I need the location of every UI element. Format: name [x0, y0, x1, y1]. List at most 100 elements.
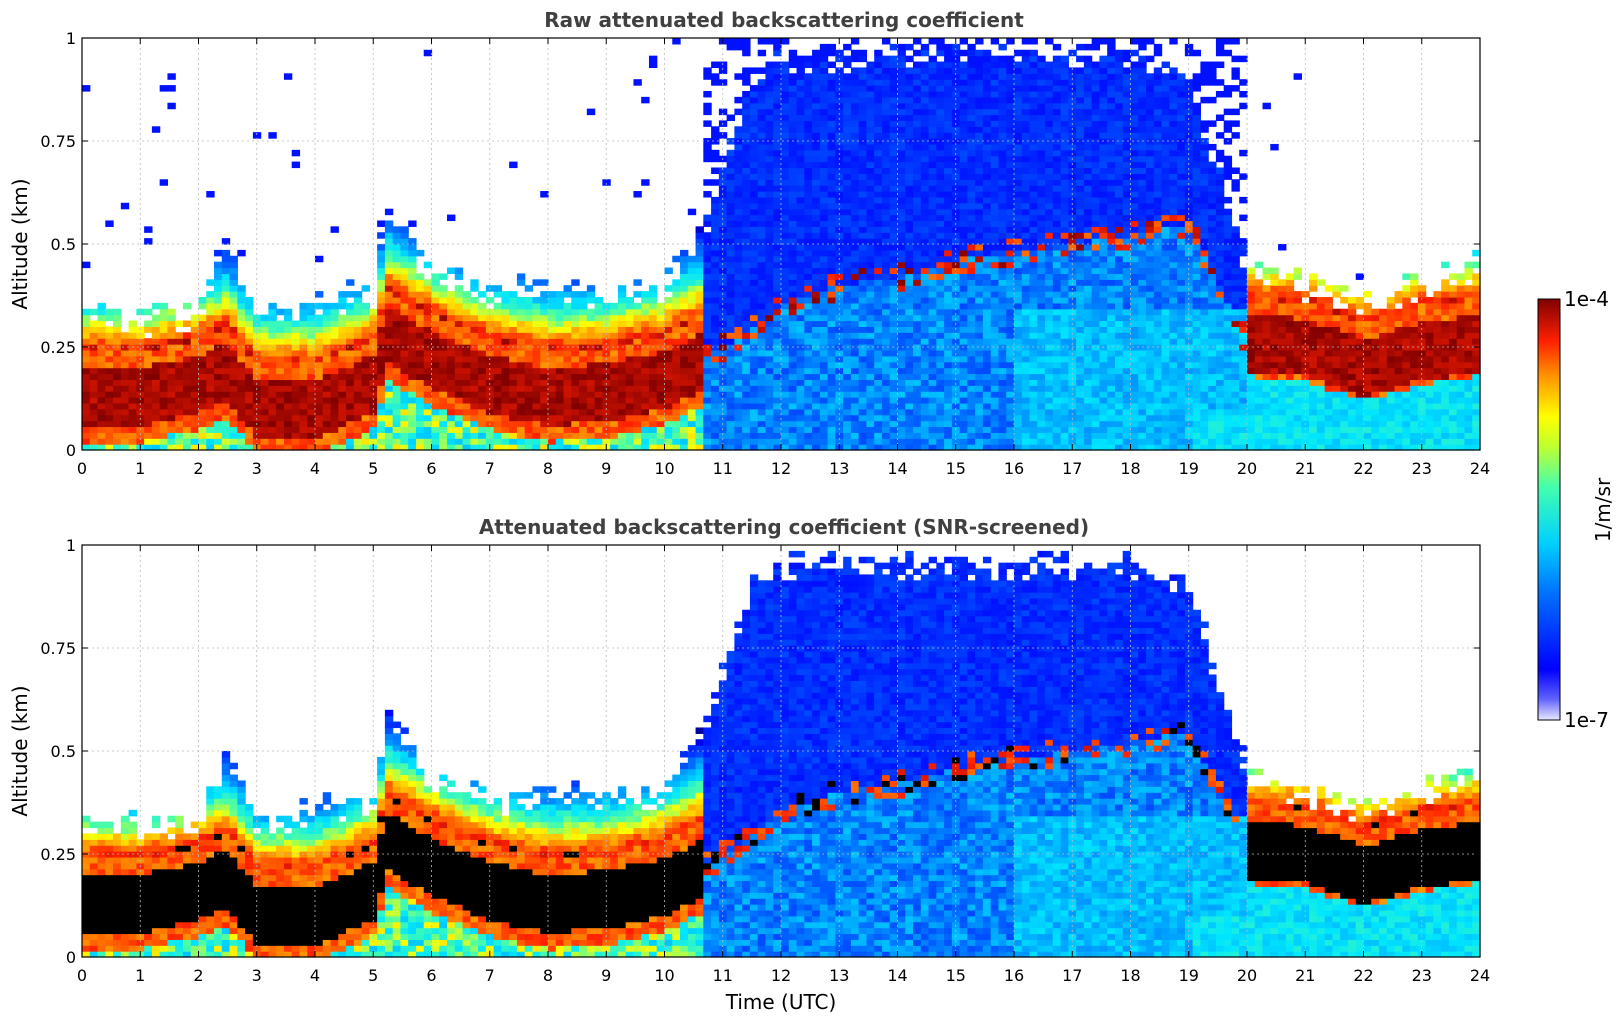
heatmap-cell: [384, 296, 394, 304]
heatmap-cell: [944, 249, 953, 257]
heatmap-cell: [726, 249, 735, 257]
heatmap-cell: [796, 149, 805, 157]
heatmap-cell: [97, 373, 106, 380]
heatmap-cell: [773, 367, 782, 375]
heatmap-cell: [516, 438, 526, 445]
heatmap-cell: [703, 397, 712, 404]
heatmap-cell: [431, 379, 440, 386]
heatmap-cell: [936, 308, 945, 316]
heatmap-cell: [1014, 397, 1023, 404]
heatmap-cell: [105, 385, 114, 392]
heatmap-cell: [680, 267, 689, 275]
heatmap-cell: [431, 444, 440, 451]
heatmap-cell: [749, 408, 759, 416]
heatmap-cell: [858, 273, 868, 280]
heatmap-cell: [594, 308, 603, 316]
heatmap-cell: [633, 326, 642, 333]
heatmap-cell: [1029, 426, 1038, 433]
heatmap-cell: [237, 344, 246, 351]
heatmap-cell: [377, 279, 386, 286]
heatmap-cell: [648, 385, 658, 392]
heatmap-cell: [990, 249, 1000, 257]
heatmap-cell: [788, 402, 798, 410]
heatmap-cell: [734, 314, 743, 322]
heatmap-cell: [392, 338, 402, 345]
heatmap-cell: [982, 444, 992, 451]
heatmap-cell: [1021, 408, 1031, 416]
heatmap-cell: [959, 349, 968, 357]
heatmap-cell: [214, 308, 223, 316]
heatmap-cell: [936, 373, 945, 380]
heatmap-cell: [711, 326, 720, 333]
heatmap-cell: [237, 302, 246, 310]
heatmap-cell: [315, 291, 324, 298]
heatmap-cell: [182, 391, 192, 398]
heatmap-cell: [82, 308, 91, 316]
heatmap-cell: [1021, 273, 1031, 280]
heatmap-cell: [353, 302, 363, 310]
heatmap-cell: [905, 79, 914, 86]
heatmap-cell: [742, 285, 751, 292]
heatmap-cell: [881, 273, 891, 280]
heatmap-cell: [749, 391, 759, 398]
heatmap-cell: [260, 326, 269, 333]
heatmap-cell: [664, 314, 673, 322]
heatmap-cell: [516, 361, 526, 369]
heatmap-cell: [920, 138, 930, 145]
heatmap-cell: [804, 261, 813, 269]
heatmap-cell: [928, 126, 937, 133]
heatmap-cell: [742, 261, 751, 269]
heatmap-cell: [462, 408, 471, 416]
heatmap-cell: [82, 314, 91, 322]
heatmap-cell: [128, 373, 137, 380]
heatmap-cell: [889, 249, 899, 257]
heatmap-cell: [680, 402, 689, 410]
heatmap-cell: [105, 373, 114, 380]
heatmap-cell: [268, 397, 277, 404]
heatmap-cell: [858, 79, 868, 86]
heatmap-cell: [586, 308, 596, 316]
heatmap-cell: [540, 408, 549, 416]
heatmap-cell: [804, 114, 813, 121]
heatmap-cell: [672, 255, 681, 263]
heatmap-cell: [850, 226, 860, 233]
heatmap-cell: [742, 155, 751, 163]
heatmap-cell: [1006, 179, 1015, 186]
heatmap-cell: [493, 414, 502, 422]
heatmap-cell: [641, 332, 650, 339]
heatmap-cell: [338, 373, 347, 380]
heatmap-cell: [478, 355, 487, 363]
heatmap-cell: [656, 361, 666, 369]
heatmap-cell: [765, 108, 774, 116]
heatmap-cell: [881, 373, 891, 380]
heatmap-cell: [540, 314, 549, 322]
heatmap-cell: [540, 291, 549, 298]
heatmap-cell: [408, 326, 417, 333]
heatmap-cell: [959, 191, 968, 198]
heatmap-cell: [315, 314, 324, 322]
heatmap-cell: [392, 308, 402, 316]
heatmap-cell: [617, 391, 627, 398]
heatmap-cell: [120, 379, 130, 386]
heatmap-cell: [447, 332, 456, 339]
heatmap-cell: [944, 179, 953, 186]
heatmap-cell: [944, 432, 953, 439]
heatmap-cell: [827, 114, 836, 121]
heatmap-cell: [672, 308, 681, 316]
heatmap-cell: [509, 426, 518, 433]
heatmap-cell: [858, 302, 868, 310]
heatmap-cell: [377, 285, 386, 292]
heatmap-cell: [214, 385, 223, 392]
heatmap-cell: [687, 420, 697, 428]
heatmap-cell: [734, 332, 743, 339]
heatmap-cell: [742, 149, 751, 157]
heatmap-cell: [982, 49, 992, 57]
heatmap-cell: [765, 408, 774, 416]
heatmap-cell: [291, 149, 301, 157]
heatmap-cell: [346, 426, 355, 433]
heatmap-cell: [548, 397, 557, 404]
heatmap-cell: [749, 214, 759, 222]
heatmap-cell: [1006, 208, 1015, 216]
heatmap-cell: [928, 432, 937, 439]
